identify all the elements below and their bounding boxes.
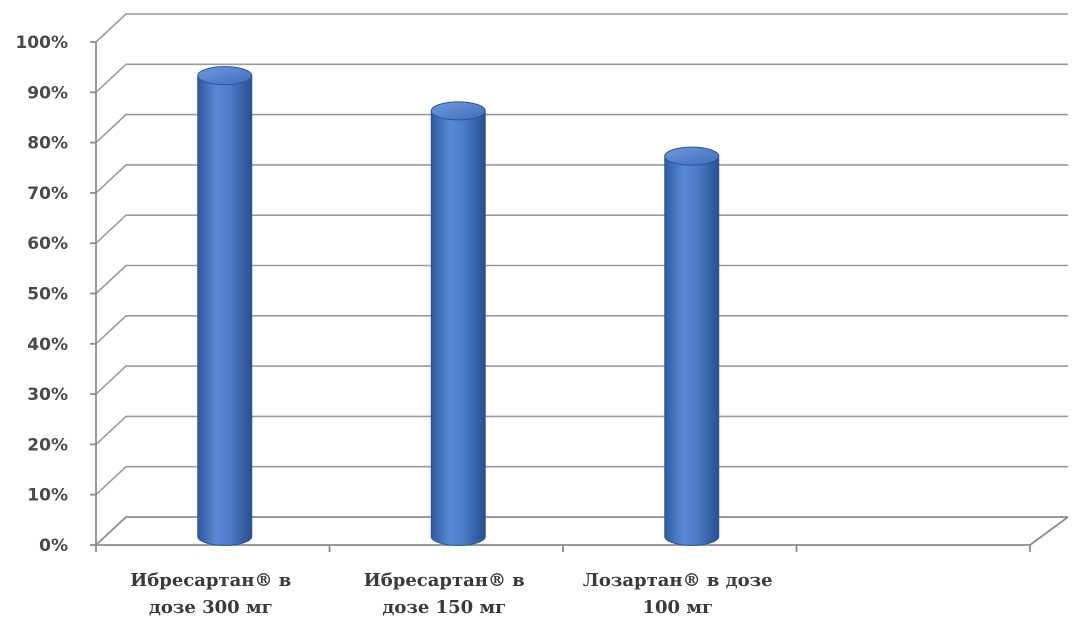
bar	[197, 66, 253, 546]
y-tick-label: 100%	[15, 33, 68, 53]
gridline	[95, 113, 1068, 144]
bar-body	[197, 75, 253, 546]
gridline	[95, 365, 1068, 395]
y-tick-label: 20%	[27, 435, 68, 455]
x-category-label: Ибресартан® в дозе 300 мг	[130, 570, 291, 618]
gridline	[95, 314, 1068, 345]
bar-body	[664, 155, 720, 546]
y-tick-label: 70%	[27, 184, 68, 204]
x-category-label: Ибресартан® в дозе 150 мг	[364, 570, 525, 618]
y-tick-label: 90%	[27, 83, 68, 103]
gridline	[95, 264, 1068, 295]
y-tick-label: 60%	[27, 234, 68, 254]
gridline	[95, 164, 1068, 194]
y-tick-label: 10%	[27, 486, 68, 506]
gridline	[95, 214, 1068, 244]
floor-right-edge	[1029, 516, 1069, 546]
x-category-label: Лозартан® в дозе 100 мг	[583, 570, 773, 618]
gridline	[95, 516, 1068, 546]
y-tick-label: 0%	[39, 536, 68, 556]
bars	[197, 66, 720, 546]
x-category-label-line: Ибресартан® в	[130, 570, 291, 591]
gridline	[95, 63, 1068, 93]
axes	[90, 41, 1069, 552]
y-axis-tick-labels: 0% 10% 20% 30% 40% 50% 60% 70% 80% 90% 100%	[15, 33, 68, 556]
x-category-label-line: Лозартан® в дозе	[583, 570, 773, 591]
y-tick-label: 80%	[27, 134, 68, 154]
x-axis-category-labels: Ибресартан® в дозе 300 мг Ибресартан® в доз…	[130, 570, 772, 618]
x-category-label-line: Ибресартан® в	[364, 570, 525, 591]
bar	[430, 101, 486, 546]
x-category-label-line: 100 мг	[642, 597, 713, 618]
bar-body	[430, 110, 486, 546]
gridline	[95, 415, 1068, 445]
bar-cap	[197, 66, 253, 86]
y-tick-label: 30%	[27, 385, 68, 405]
gridlines	[95, 13, 1068, 546]
x-category-label-line: дозе 150 мг	[382, 597, 506, 618]
bar	[664, 146, 720, 546]
bar-cap	[664, 146, 720, 166]
gridline	[95, 13, 1068, 43]
x-category-label-line: дозе 300 мг	[149, 597, 273, 618]
gridline	[95, 465, 1068, 496]
y-tick-label: 50%	[27, 285, 68, 305]
bar-cap	[430, 101, 486, 121]
y-tick-label: 40%	[27, 335, 68, 355]
